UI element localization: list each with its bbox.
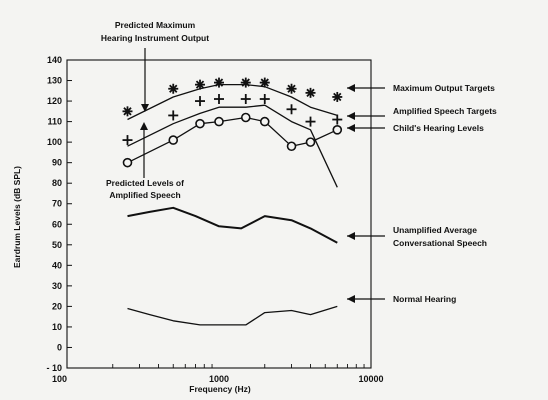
- y-tick-label: 30: [52, 281, 62, 291]
- annotation-amplified-line2: Amplified Speech: [109, 190, 180, 200]
- y-tick-label: 100: [47, 137, 62, 147]
- svg-text:Conversational Speech: Conversational Speech: [393, 238, 487, 248]
- y-tick-label: 140: [47, 55, 62, 65]
- x-tick-label: 100: [52, 374, 67, 384]
- asterisk-marker: [305, 87, 316, 98]
- y-tick-label: 60: [52, 219, 62, 229]
- y-tick-label: 20: [52, 301, 62, 311]
- asterisk-marker: [259, 77, 270, 88]
- asterisk-marker: [168, 83, 179, 94]
- annotation-amplified-line1: Predicted Levels of: [106, 178, 184, 188]
- plus-marker: [168, 110, 179, 121]
- svg-text:Unamplified Average: Unamplified Average: [393, 225, 477, 235]
- legend-normal-hearing: Normal Hearing: [347, 294, 456, 304]
- circle-marker: [332, 125, 343, 135]
- plus-marker: [286, 104, 297, 115]
- y-tick-label: 70: [52, 199, 62, 209]
- legend-max-output: Maximum Output Targets: [347, 83, 495, 93]
- plus-marker: [305, 116, 316, 127]
- series-line: [127, 104, 338, 188]
- circle-marker: [286, 141, 297, 152]
- asterisk-marker: [286, 83, 297, 94]
- series-line: [127, 305, 338, 326]
- y-tick-label: 40: [52, 260, 62, 270]
- x-tick-label: 10000: [358, 374, 383, 384]
- legend-conversational-speech: Unamplified Average Conversational Speec…: [347, 225, 487, 248]
- annotation-max-output-line2: Hearing Instrument Output: [101, 33, 209, 43]
- y-tick-label: 10: [52, 322, 62, 332]
- circle-marker: [305, 137, 316, 147]
- x-axis: 100 1000 10000: [52, 364, 384, 384]
- asterisk-marker: [195, 79, 206, 90]
- circle-marker: [240, 112, 251, 123]
- circle-marker: [195, 118, 205, 129]
- annotation-max-output-arrow: [141, 48, 149, 112]
- svg-text:Normal Hearing: Normal Hearing: [393, 294, 456, 304]
- legend-child-hearing: Child's Hearing Levels: [347, 123, 484, 133]
- series-line: [127, 83, 338, 121]
- svg-text:Amplified Speech Targets: Amplified Speech Targets: [393, 106, 497, 116]
- circle-marker: [214, 116, 224, 127]
- circle-marker: [259, 116, 270, 127]
- circle-marker: [168, 135, 179, 145]
- plot-frame: [66, 59, 372, 369]
- y-tick-label: 50: [52, 240, 62, 250]
- plus-marker: [240, 94, 251, 105]
- y-tick-label: 0: [57, 342, 62, 352]
- series-lines: [127, 83, 338, 326]
- plus-marker: [195, 96, 206, 107]
- y-tick-label: 120: [47, 96, 62, 106]
- annotation-amplified-arrow: [140, 122, 148, 178]
- plus-marker: [214, 94, 224, 105]
- circle-marker: [122, 157, 133, 168]
- svg-text:Maximum Output Targets: Maximum Output Targets: [393, 83, 495, 93]
- plus-marker: [122, 135, 133, 146]
- asterisk-marker: [332, 91, 343, 102]
- asterisk-marker: [240, 77, 251, 88]
- series-markers: [122, 77, 343, 168]
- asterisk-marker: [122, 106, 133, 117]
- annotation-max-output-line1: Predicted Maximum: [115, 20, 196, 30]
- x-tick-label: 1000: [209, 374, 229, 384]
- y-tick-label: - 10: [46, 363, 62, 373]
- x-axis-title: Frequency (Hz): [189, 384, 251, 394]
- plus-marker: [259, 94, 270, 105]
- y-tick-label: 110: [47, 117, 62, 127]
- y-tick-label: 130: [47, 76, 62, 86]
- series-line: [127, 116, 338, 164]
- y-tick-label: 80: [52, 178, 62, 188]
- asterisk-marker: [214, 77, 224, 88]
- plus-marker: [332, 114, 343, 125]
- series-line: [127, 206, 338, 244]
- y-tick-label: 90: [52, 158, 62, 168]
- svg-text:Child's Hearing Levels: Child's Hearing Levels: [393, 123, 484, 133]
- legend-amplified-speech: Amplified Speech Targets: [347, 106, 497, 120]
- y-axis-title: Eardrum Levels (dB SPL): [12, 166, 22, 268]
